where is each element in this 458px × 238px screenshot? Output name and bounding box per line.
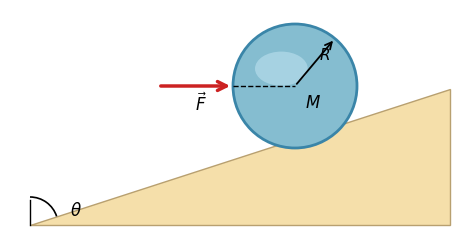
Polygon shape: [30, 89, 450, 225]
Text: $\vec{F}$: $\vec{F}$: [195, 93, 207, 115]
Circle shape: [233, 24, 357, 148]
Text: M: M: [305, 94, 320, 112]
Text: R: R: [320, 48, 330, 63]
Ellipse shape: [255, 52, 308, 86]
Text: $\theta$: $\theta$: [70, 202, 82, 220]
